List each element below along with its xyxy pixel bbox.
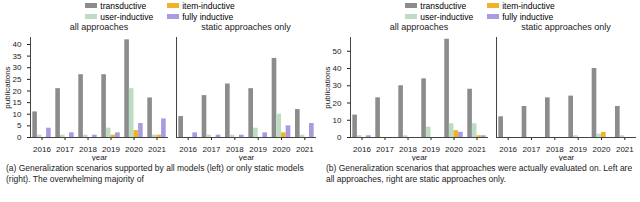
svg-text:25: 25 bbox=[13, 75, 22, 84]
svg-text:2020: 2020 bbox=[125, 145, 143, 154]
svg-text:40: 40 bbox=[333, 64, 342, 73]
svg-text:2020: 2020 bbox=[273, 145, 291, 154]
html-text:static approaches only: static approaches only bbox=[201, 22, 291, 32]
svg-text:30: 30 bbox=[333, 81, 342, 90]
svg-text:year: year bbox=[412, 153, 428, 162]
svg-text:year: year bbox=[92, 153, 108, 162]
svg-text:2019: 2019 bbox=[249, 145, 268, 155]
svg-text:2017: 2017 bbox=[523, 145, 541, 154]
svg-text:year: year bbox=[239, 153, 255, 162]
html-text:fully inductive: fully inductive bbox=[182, 11, 234, 22]
svg-text:2017: 2017 bbox=[376, 145, 394, 154]
svg-text:2018: 2018 bbox=[79, 145, 97, 155]
svg-text:2019: 2019 bbox=[422, 145, 440, 155]
svg-text:35: 35 bbox=[13, 52, 22, 61]
svg-text:0: 0 bbox=[17, 133, 22, 142]
svg-text:2017: 2017 bbox=[203, 145, 221, 154]
svg-text:2016: 2016 bbox=[499, 145, 517, 154]
html-text:transductive: transductive bbox=[420, 0, 467, 11]
svg-text:10: 10 bbox=[333, 116, 342, 125]
svg-text:year: year bbox=[559, 153, 575, 162]
svg-text:2016: 2016 bbox=[33, 145, 51, 154]
svg-text:publications: publications bbox=[3, 66, 12, 108]
svg-text:15: 15 bbox=[13, 98, 22, 107]
html-text:static approaches only: static approaches only bbox=[521, 22, 611, 32]
svg-text:2021: 2021 bbox=[616, 145, 634, 154]
html-text:(b) Generalization scenarios t: (b) Generalization scenarios that approa… bbox=[326, 163, 633, 184]
svg-text:2019: 2019 bbox=[569, 145, 588, 155]
svg-text:5: 5 bbox=[17, 121, 22, 130]
svg-text:publications: publications bbox=[323, 66, 332, 108]
svg-text:2020: 2020 bbox=[445, 145, 463, 154]
html-text:item-inductive: item-inductive bbox=[182, 0, 235, 11]
svg-text:2016: 2016 bbox=[179, 145, 197, 154]
svg-text:0: 0 bbox=[337, 133, 342, 142]
html-text:all approaches: all approaches bbox=[389, 22, 449, 32]
svg-text:30: 30 bbox=[13, 63, 22, 72]
svg-text:40: 40 bbox=[13, 40, 22, 49]
html-text:user-inductive: user-inductive bbox=[100, 11, 154, 22]
svg-text:50: 50 bbox=[333, 47, 342, 56]
svg-text:2018: 2018 bbox=[545, 145, 564, 155]
html-text:user-inductive: user-inductive bbox=[420, 11, 474, 22]
html-text:(a) Generalization scenarios s: (a) Generalization scenarios supported b… bbox=[6, 163, 304, 184]
svg-text:20: 20 bbox=[333, 99, 342, 108]
html-text:transductive: transductive bbox=[100, 0, 147, 11]
svg-text:2018: 2018 bbox=[399, 145, 417, 155]
html-text:fully inductive: fully inductive bbox=[502, 11, 554, 22]
svg-text:2019: 2019 bbox=[102, 145, 120, 155]
svg-text:2017: 2017 bbox=[56, 145, 74, 154]
svg-text:2021: 2021 bbox=[148, 145, 166, 154]
svg-text:2018: 2018 bbox=[225, 145, 244, 155]
svg-text:2020: 2020 bbox=[593, 145, 611, 154]
html-text:item-inductive: item-inductive bbox=[502, 0, 555, 11]
svg-text:2021: 2021 bbox=[296, 145, 314, 154]
svg-text:20: 20 bbox=[13, 87, 22, 96]
svg-text:2021: 2021 bbox=[468, 145, 486, 154]
svg-text:2016: 2016 bbox=[353, 145, 371, 154]
svg-text:10: 10 bbox=[13, 110, 22, 119]
html-text:all approaches: all approaches bbox=[69, 22, 129, 32]
